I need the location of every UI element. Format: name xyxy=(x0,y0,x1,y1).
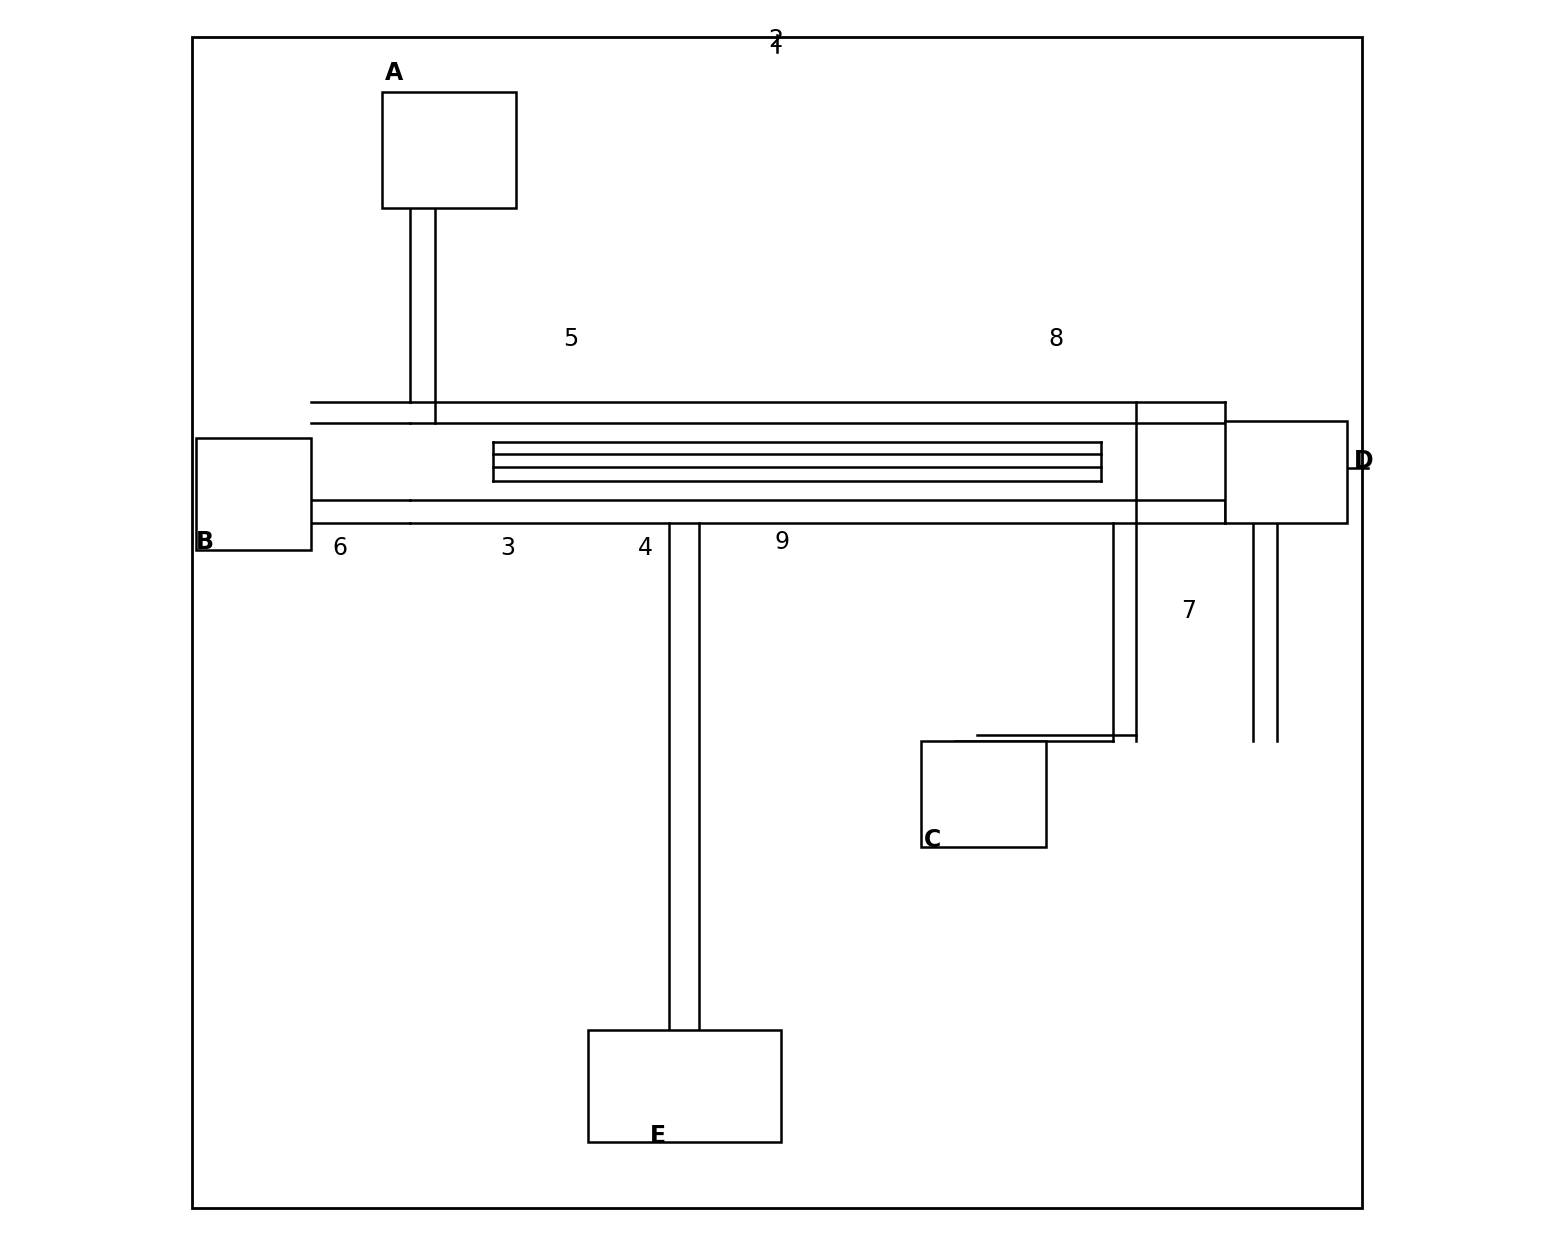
Text: C: C xyxy=(925,828,942,852)
Bar xyxy=(196,438,311,550)
Text: E: E xyxy=(650,1124,667,1148)
Text: A: A xyxy=(385,61,402,85)
Bar xyxy=(382,92,516,208)
Text: 6: 6 xyxy=(333,537,348,560)
Bar xyxy=(1225,421,1347,523)
Text: 5: 5 xyxy=(563,327,578,351)
Bar xyxy=(587,1030,780,1142)
Text: 8: 8 xyxy=(1049,327,1063,351)
Text: 9: 9 xyxy=(774,530,789,554)
Text: 7: 7 xyxy=(1181,599,1197,622)
Bar xyxy=(922,741,1046,847)
Text: B: B xyxy=(196,530,213,554)
Text: 4: 4 xyxy=(637,537,653,560)
Text: 2: 2 xyxy=(768,29,783,52)
Text: D: D xyxy=(1354,449,1374,473)
Text: 3: 3 xyxy=(500,537,516,560)
